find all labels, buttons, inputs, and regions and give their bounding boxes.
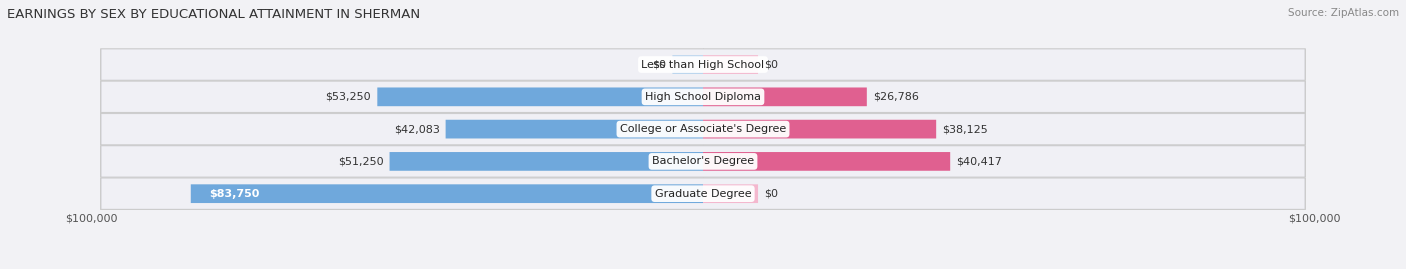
Text: Graduate Degree: Graduate Degree [655, 189, 751, 199]
FancyBboxPatch shape [703, 87, 868, 106]
Text: $26,786: $26,786 [873, 92, 918, 102]
Text: Bachelor's Degree: Bachelor's Degree [652, 156, 754, 167]
FancyBboxPatch shape [446, 120, 703, 139]
FancyBboxPatch shape [101, 114, 1305, 144]
FancyBboxPatch shape [191, 184, 703, 203]
FancyBboxPatch shape [101, 146, 1305, 177]
Text: $53,250: $53,250 [326, 92, 371, 102]
Text: $51,250: $51,250 [337, 156, 384, 167]
FancyBboxPatch shape [703, 55, 758, 74]
FancyBboxPatch shape [101, 113, 1305, 145]
FancyBboxPatch shape [101, 82, 1305, 112]
FancyBboxPatch shape [389, 152, 703, 171]
Text: EARNINGS BY SEX BY EDUCATIONAL ATTAINMENT IN SHERMAN: EARNINGS BY SEX BY EDUCATIONAL ATTAINMEN… [7, 8, 420, 21]
Text: $0: $0 [652, 59, 666, 70]
Text: $42,083: $42,083 [394, 124, 440, 134]
Text: $83,750: $83,750 [209, 189, 260, 199]
Text: $0: $0 [765, 189, 778, 199]
FancyBboxPatch shape [672, 55, 703, 74]
FancyBboxPatch shape [101, 49, 1305, 80]
FancyBboxPatch shape [703, 120, 936, 139]
FancyBboxPatch shape [101, 146, 1305, 176]
FancyBboxPatch shape [377, 87, 703, 106]
FancyBboxPatch shape [101, 49, 1305, 80]
FancyBboxPatch shape [703, 152, 950, 171]
Text: $0: $0 [765, 59, 778, 70]
Text: $40,417: $40,417 [956, 156, 1002, 167]
Text: $38,125: $38,125 [942, 124, 988, 134]
Text: College or Associate's Degree: College or Associate's Degree [620, 124, 786, 134]
FancyBboxPatch shape [101, 178, 1305, 210]
Text: Source: ZipAtlas.com: Source: ZipAtlas.com [1288, 8, 1399, 18]
Text: Less than High School: Less than High School [641, 59, 765, 70]
Text: High School Diploma: High School Diploma [645, 92, 761, 102]
FancyBboxPatch shape [703, 184, 758, 203]
FancyBboxPatch shape [101, 81, 1305, 113]
FancyBboxPatch shape [101, 179, 1305, 209]
